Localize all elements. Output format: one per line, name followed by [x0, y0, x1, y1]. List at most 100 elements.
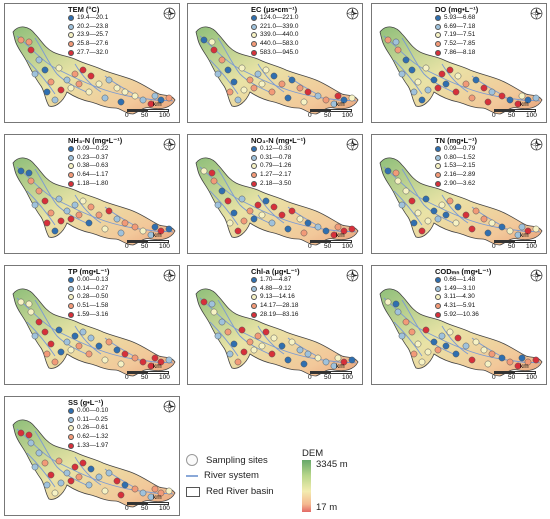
sampling-site-marker [35, 187, 43, 195]
class-color-dot [435, 294, 441, 301]
sampling-site-marker [300, 98, 308, 106]
sampling-site-icon [186, 454, 198, 466]
legend-class-row: 5.93—6.68 [435, 14, 478, 23]
panel-title: DO (mg•L⁻¹) [435, 5, 479, 14]
sampling-site-marker [75, 342, 83, 350]
sampling-site-marker [41, 328, 49, 336]
sampling-site-marker [250, 215, 258, 223]
class-range-label: 0.28—0.50 [77, 293, 109, 301]
sampling-site-marker [71, 70, 79, 78]
legend-class-row: 0.28—0.50 [68, 293, 109, 302]
sampling-site-marker [27, 308, 35, 316]
class-range-label: 0.66—1.48 [444, 276, 476, 284]
river-line [209, 59, 239, 95]
legend-class-row: 1.59—3.16 [68, 310, 109, 319]
panel-legend: NH₃-N (mg•L⁻¹) 0.09—0.22 0.23—0.37 0.38—0.6… [68, 136, 122, 188]
scale-unit: km [153, 101, 162, 108]
sampling-site-marker [165, 94, 173, 102]
river-line [393, 190, 423, 226]
legend-class-row: 7.19—7.51 [435, 31, 478, 40]
class-color-dot [251, 172, 257, 179]
sampling-site-marker [31, 463, 39, 471]
sampling-site-marker [384, 36, 392, 44]
legend-class-row: 1.70—4.87 [251, 276, 300, 285]
legend-class-row: 1.53—2.15 [435, 162, 477, 171]
sampling-site-marker [472, 338, 480, 346]
sampling-site-marker [514, 362, 522, 370]
river-line [74, 194, 102, 224]
sampling-site-marker [454, 203, 462, 211]
sampling-site-marker [121, 88, 129, 96]
scale-tick: 0 [308, 112, 312, 119]
scale-unit: km [336, 363, 345, 370]
panel-legend: NO₃-N (mg•L⁻¹) 0.12—0.30 0.31—0.78 0.79—1.2… [251, 136, 306, 188]
sampling-site-marker [284, 356, 292, 364]
sampling-site-marker [438, 201, 446, 209]
sampling-site-marker [410, 219, 418, 227]
sampling-site-marker [113, 215, 121, 223]
sampling-site-marker [246, 338, 254, 346]
north-arrow-icon [163, 138, 176, 151]
sampling-site-marker [422, 195, 430, 203]
sampling-site-marker [85, 481, 93, 489]
map-panel: TN (mg•L⁻¹) 0.09—0.79 0.80—1.52 1.53—2.15 2.… [371, 134, 547, 254]
legend-class-row: 0.79—1.26 [251, 162, 306, 171]
legend-class-row: 0.11—0.25 [68, 416, 108, 425]
class-range-label: 0.00—0.13 [77, 276, 109, 284]
scale-tick: 0 [492, 243, 496, 250]
class-color-dot [68, 146, 74, 153]
sampling-site-marker [278, 211, 286, 219]
dem-high-label: 3345 m [316, 459, 348, 470]
sampling-site-marker [95, 80, 103, 88]
sampling-site-marker [296, 84, 304, 92]
river-line [257, 325, 285, 355]
sampling-site-marker [214, 70, 222, 78]
basin-box-icon [186, 486, 200, 497]
sampling-site-marker [268, 219, 276, 227]
panel-legend: EC (μs•cm⁻¹) 124.0—221.0 221.0—339.0 339.0—… [251, 5, 298, 57]
sampling-site-marker [157, 358, 165, 366]
sampling-site-marker [41, 66, 49, 74]
class-range-label: 0.12—0.30 [260, 145, 292, 153]
sampling-site-marker [506, 358, 514, 366]
sampling-site-marker [250, 346, 258, 354]
sampling-site-marker [67, 215, 75, 223]
sampling-site-marker [87, 465, 95, 473]
legend-class-row: 9.13—14.16 [251, 293, 300, 302]
dem-title: DEM [302, 448, 324, 459]
class-color-dot [68, 49, 74, 56]
class-range-label: 2.16—2.89 [444, 171, 476, 179]
sampling-site-marker [224, 197, 232, 205]
scale-tick: 0 [125, 505, 129, 512]
scale-unit: km [153, 363, 162, 370]
sampling-site-marker [288, 207, 296, 215]
sampling-site-marker [240, 86, 248, 94]
panel-legend: CODₘₙ (mg•L⁻¹) 0.66—1.48 1.49—3.10 3.11—4.3… [435, 267, 491, 319]
panel-title: TEM (°C) [68, 5, 100, 14]
sampling-site-marker [51, 227, 59, 235]
legend-class-row: 0.14—0.27 [68, 285, 109, 294]
legend-class-row: 2.16—2.89 [435, 171, 477, 180]
scale-bar-graphic [127, 502, 169, 505]
sampling-site-marker [71, 332, 79, 340]
sampling-site-marker [131, 92, 139, 100]
sampling-site-marker [17, 429, 25, 437]
sampling-site-marker [63, 469, 71, 477]
sampling-site-marker [85, 350, 93, 358]
sampling-site-marker [524, 358, 532, 366]
sampling-site-marker [246, 207, 254, 215]
sampling-site-marker [67, 84, 75, 92]
sampling-site-marker [75, 80, 83, 88]
class-color-dot [68, 32, 74, 39]
sampling-site-marker [31, 332, 39, 340]
class-color-dot [68, 434, 74, 441]
scale-tick: 50 [141, 374, 149, 381]
sampling-site-marker [17, 36, 25, 44]
sampling-site-marker [131, 223, 139, 231]
sampling-site-marker [296, 346, 304, 354]
sampling-site-marker [304, 350, 312, 358]
map-legend: Sampling sites River system Red River ba… [186, 448, 436, 516]
legend-class-row: 0.23—0.37 [68, 154, 122, 163]
class-color-dot [68, 172, 74, 179]
sampling-site-marker [121, 219, 129, 227]
